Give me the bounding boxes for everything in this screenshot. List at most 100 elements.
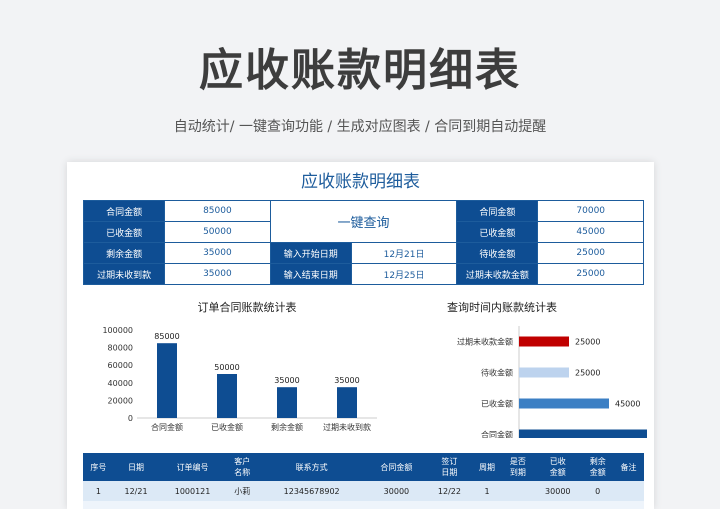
- y-tick-label: 合同金额: [481, 430, 513, 439]
- sheet-title: 应收账款明细表: [301, 172, 420, 192]
- kpi-right-value: 70000: [537, 200, 644, 222]
- y-tick-label: 待收金额: [481, 368, 513, 378]
- table-cell[interactable]: [365, 501, 428, 509]
- kpi-left-label: 已收金额: [82, 221, 166, 243]
- column-header[interactable]: 日期: [113, 453, 159, 481]
- table-cell[interactable]: [257, 501, 366, 509]
- column-header[interactable]: 序号: [83, 453, 114, 481]
- column-header[interactable]: 订单编号: [158, 453, 227, 481]
- bar-value-label: 35000: [274, 376, 299, 385]
- column-header[interactable]: 剩余 金额: [582, 453, 614, 481]
- bar-value-label: 45000: [615, 400, 640, 409]
- bar: [217, 374, 237, 418]
- column-header[interactable]: 备注: [613, 453, 644, 481]
- bar-value-label: 25000: [575, 338, 600, 347]
- kpi-left-value[interactable]: 50000: [164, 221, 271, 243]
- table-cell[interactable]: [533, 501, 583, 509]
- column-header[interactable]: 合同金额: [365, 453, 428, 481]
- table-cell[interactable]: 12/22: [427, 481, 472, 501]
- table-cell[interactable]: [113, 501, 159, 509]
- kpi-right-value: 25000: [537, 263, 644, 285]
- table-cell[interactable]: 1: [83, 481, 114, 501]
- x-tick-label: 过期未收到款: [323, 422, 371, 432]
- kpi-right-label: 合同金额: [456, 200, 539, 222]
- hbar-chart-title: 查询时间内账款统计表: [447, 301, 557, 314]
- kpi-left-value[interactable]: 35000: [164, 242, 271, 264]
- table-cell[interactable]: [83, 501, 114, 509]
- kpi-right-label: 过期未收款金额: [456, 263, 539, 285]
- kpi-right-value: 25000: [537, 242, 644, 264]
- hero-title: 应收账款明细表: [199, 45, 521, 96]
- y-tick-label: 20000: [108, 396, 133, 405]
- end-date-label: 输入结束日期: [269, 263, 352, 285]
- x-tick-label: 合同金额: [151, 422, 183, 432]
- table-cell[interactable]: [158, 501, 227, 509]
- bar-chart-title: 订单合同账款统计表: [197, 301, 297, 314]
- table-cell[interactable]: 小莉: [226, 481, 258, 501]
- bar: [157, 343, 177, 418]
- column-header[interactable]: 客户 名称: [226, 453, 258, 481]
- y-tick-label: 0: [128, 414, 133, 423]
- bar: [519, 367, 569, 378]
- end-date-input[interactable]: 12月25日: [350, 263, 458, 285]
- bar-value-label: 50000: [214, 363, 239, 372]
- table-cell[interactable]: [613, 501, 644, 509]
- table-cell[interactable]: 12/21: [113, 481, 159, 501]
- table-row[interactable]: [83, 501, 644, 509]
- bar-value-label: 85000: [154, 332, 179, 341]
- column-header[interactable]: 联系方式: [257, 453, 366, 481]
- table-cell[interactable]: 30000: [533, 481, 583, 501]
- table-cell[interactable]: [502, 481, 534, 501]
- query-hbar-chart: 过期未收款金额25000待收金额25000已收金额45000合同金额70000: [457, 326, 647, 439]
- bar-value-label: 25000: [575, 369, 600, 378]
- bar: [519, 398, 609, 409]
- x-tick-label: 剩余金额: [271, 422, 303, 432]
- table-cell[interactable]: 1: [471, 481, 503, 501]
- kpi-right-label: 待收金额: [456, 242, 539, 264]
- table-cell[interactable]: [582, 501, 614, 509]
- y-tick-label: 已收金额: [481, 399, 513, 409]
- query-button[interactable]: 一键查询: [269, 200, 458, 243]
- table-cell[interactable]: [613, 481, 644, 501]
- table-cell[interactable]: 1000121: [158, 481, 227, 501]
- column-header[interactable]: 周期: [471, 453, 503, 481]
- bar: [519, 429, 647, 438]
- y-tick-label: 40000: [108, 379, 133, 388]
- kpi-left-label: 剩余金额: [82, 242, 166, 264]
- y-tick-label: 80000: [108, 344, 133, 353]
- table-header-row: 序号 日期 订单编号 客户 名称 联系方式 合同金额 签订 日期 周期 是否 到期 已收 金额 剩余 金额 备注: [83, 453, 644, 481]
- kpi-left-label: 合同金额: [82, 200, 166, 222]
- bar: [337, 387, 357, 418]
- kpi-left-value[interactable]: 35000: [164, 263, 271, 285]
- contract-bar-chart: 100000 80000 60000 40000 20000 0 85000 合同金额 5000…: [102, 326, 377, 432]
- kpi-left-label: 过期未收到款: [82, 263, 166, 285]
- start-date-label: 输入开始日期: [269, 242, 352, 264]
- table-cell[interactable]: [226, 501, 258, 509]
- y-tick-label: 60000: [108, 361, 133, 370]
- column-header[interactable]: 是否 到期: [502, 453, 534, 481]
- spreadsheet-preview: 应收账款明细表 合同金额 85000 一键查询 合同金额 70000 已收金额 …: [67, 162, 654, 509]
- table-cell[interactable]: [471, 501, 503, 509]
- kpi-summary-table: 合同金额 85000 一键查询 合同金额 70000 已收金额 50000 已收…: [82, 200, 644, 285]
- table-cell[interactable]: 30000: [365, 481, 428, 501]
- column-header[interactable]: 签订 日期: [427, 453, 472, 481]
- bar: [519, 336, 569, 347]
- start-date-input[interactable]: 12月21日: [350, 242, 458, 264]
- table-cell[interactable]: 0: [582, 481, 614, 501]
- bar: [277, 387, 297, 418]
- bar-value-label: 35000: [334, 376, 359, 385]
- y-tick-label: 过期未收款金额: [457, 337, 513, 347]
- y-tick-label: 100000: [102, 326, 133, 335]
- detail-table: 序号 日期 订单编号 客户 名称 联系方式 合同金额 签订 日期 周期 是否 到期 已收 金额 剩余 金额 备注…: [83, 453, 644, 509]
- x-tick-label: 已收金额: [211, 422, 243, 432]
- column-header[interactable]: 已收 金额: [533, 453, 583, 481]
- kpi-right-label: 已收金额: [456, 221, 539, 243]
- kpi-right-value: 45000: [537, 221, 644, 243]
- hero-subtitle: 自动统计/ 一键查询功能 / 生成对应图表 / 合同到期自动提醒: [173, 119, 547, 135]
- table-cell[interactable]: [427, 501, 472, 509]
- kpi-left-value[interactable]: 85000: [164, 200, 271, 222]
- table-row[interactable]: 1 12/21 1000121 小莉 12345678902 30000 12/22 1 300…: [83, 481, 644, 501]
- table-cell[interactable]: [502, 501, 534, 509]
- table-cell[interactable]: 12345678902: [257, 481, 366, 501]
- table-body: 1 12/21 1000121 小莉 12345678902 30000 12/22 1 300…: [83, 481, 644, 509]
